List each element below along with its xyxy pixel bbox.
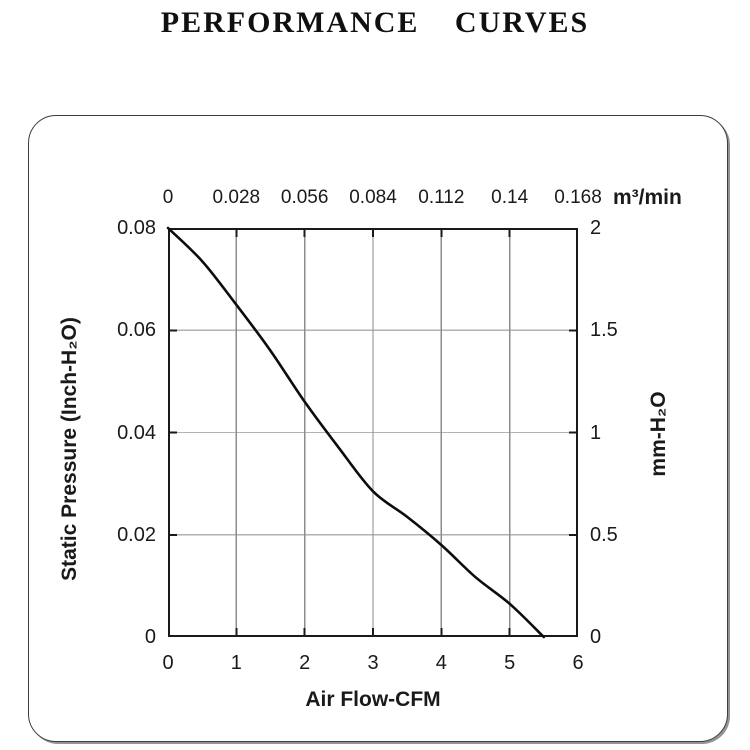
top-tick-label: 0.028 [212,187,261,208]
static-pressure-curve [166,226,546,639]
left-tick-label: 0 [144,626,156,648]
bottom-tick-label: 1 [230,652,242,674]
bottom-tick-label: 5 [504,652,516,674]
bottom-tick-label: 0 [162,652,174,674]
right-tick-label: 2 [590,217,602,239]
top-axis-tick-labels: 0 0.028 0.056 0.084 0.112 0.14 0.168 [163,186,602,210]
right-tick-label: 1.5 [590,319,618,342]
top-tick-label: 0 [162,187,174,208]
bottom-tick-label: 2 [299,652,311,674]
left-tick-label: 0.02 [117,523,156,546]
right-axis-tick-labels: 2 1.5 1 0.5 0 [590,217,660,648]
left-axis-tick-labels: 0.08 0.06 0.04 0.02 0 [84,217,156,648]
left-tick-label: 0.08 [117,217,156,239]
top-tick-label: 0.168 [554,187,602,208]
bottom-tick-label: 3 [367,652,379,674]
right-tick-label: 0.5 [590,523,618,546]
top-tick-label: 0.056 [280,187,329,208]
bottom-axis-title: Air Flow-CFM [305,688,441,711]
left-tick-label: 0.04 [117,421,156,444]
top-tick-label: 0.14 [491,187,529,208]
chart-panel [28,115,728,742]
right-tick-label: 1 [590,421,602,444]
right-axis-title: mm-H₂O [647,391,670,477]
top-axis-unit-label: m³/min [613,186,682,209]
right-tick-label: 0 [590,626,602,648]
top-tick-label: 0.112 [418,187,465,208]
plot-area [166,226,578,639]
bottom-tick-label: 4 [435,652,447,674]
left-tick-label: 0.06 [117,319,156,342]
top-tick-label: 0.084 [349,187,397,208]
bottom-axis-tick-labels: 0 1 2 3 4 5 6 [162,651,583,675]
bottom-tick-label: 6 [572,652,584,674]
left-axis-title: Static Pressure (Inch-H₂O) [58,317,81,581]
page-title: PERFORMANCE CURVES [160,6,590,39]
performance-curve-canvas [166,226,578,639]
